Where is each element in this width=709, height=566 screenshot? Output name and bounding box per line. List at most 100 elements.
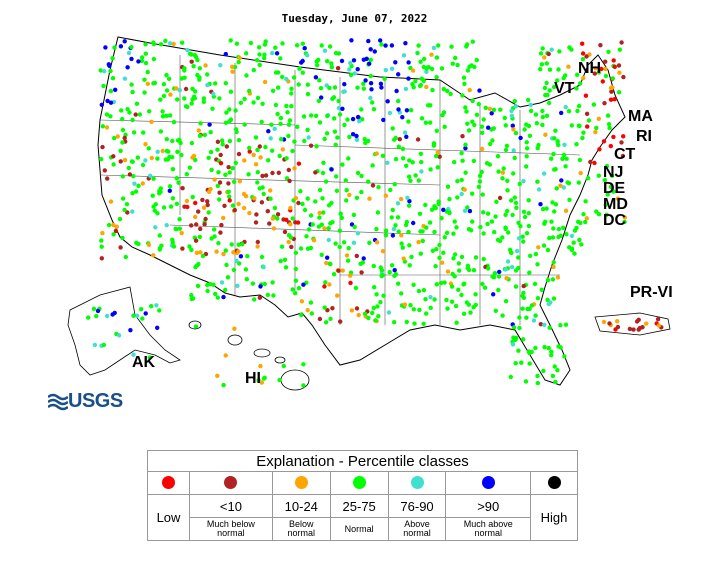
gauge-dot (211, 91, 216, 97)
gauge-dot (459, 292, 464, 298)
gauge-dot (551, 84, 557, 90)
gauge-dot (549, 219, 554, 224)
gauge-dot (170, 196, 176, 201)
gauge-dot (441, 110, 447, 115)
gauge-dot (368, 57, 373, 63)
usgs-wave-icon (48, 393, 68, 410)
gauge-dot (533, 313, 538, 318)
gauge-dot (251, 100, 256, 105)
gauge-dot (452, 219, 457, 224)
gauge-dot (287, 118, 293, 123)
gauge-dot (134, 313, 140, 318)
gauge-dot (383, 233, 389, 238)
gauge-dot (396, 281, 401, 286)
gauge-dot (569, 233, 575, 239)
gauge-dot (350, 116, 356, 122)
gauge-dot (407, 199, 412, 204)
gauge-dot (236, 242, 241, 247)
gauge-dot (300, 41, 305, 46)
gauge-dot (301, 114, 307, 119)
gauge-dot (105, 98, 110, 104)
gauge-dot (301, 383, 306, 388)
gauge-dot (270, 216, 276, 221)
gauge-dot (103, 45, 108, 50)
gauge-dot (342, 122, 347, 128)
gauge-dot (177, 217, 182, 222)
gauge-dot (104, 313, 110, 319)
gauge-dot (240, 242, 245, 247)
gauge-dot (476, 184, 482, 189)
gauge-dot (503, 123, 508, 128)
gauge-dot (275, 212, 281, 217)
gauge-dot (237, 55, 242, 61)
gauge-dot (379, 42, 384, 47)
gauge-dot (552, 136, 557, 141)
gauge-dot (295, 220, 301, 225)
gauge-dot (505, 188, 510, 193)
gauge-dot (393, 157, 399, 162)
gauge-dot (157, 233, 162, 238)
gauge-dot (98, 68, 103, 73)
gauge-dot (143, 142, 148, 147)
gauge-dot (255, 239, 260, 245)
gauge-dot (316, 57, 321, 63)
gauge-dot (497, 195, 503, 201)
gauge-dot (370, 163, 375, 168)
gauge-dot (549, 353, 554, 358)
gauge-dot (604, 163, 610, 169)
gauge-dot (503, 226, 508, 231)
gauge-dot (137, 112, 143, 117)
gauge-dot (522, 214, 528, 220)
gauge-dot (371, 263, 376, 269)
gauge-dot (571, 240, 576, 245)
gauge-dot (451, 231, 456, 236)
gauge-dot (243, 194, 249, 199)
gauge-dot (552, 364, 557, 369)
gauge-dot (346, 246, 351, 251)
gauge-dot (558, 183, 563, 188)
gauge-dot (615, 319, 620, 324)
gauge-dot (351, 240, 357, 245)
gauge-dot (380, 249, 386, 254)
gauge-dot (154, 303, 159, 308)
gauge-dot (604, 212, 609, 217)
gauge-dot (189, 293, 194, 298)
gauge-dot (611, 58, 616, 63)
gauge-dot (111, 154, 116, 159)
gauge-dot (221, 294, 226, 300)
gauge-dot (291, 75, 297, 80)
legend-dot-low (162, 476, 175, 490)
gauge-dot (349, 38, 354, 43)
gauge-dot (538, 202, 543, 207)
gauge-dot (449, 299, 455, 304)
gauge-dot (361, 86, 366, 91)
gauge-dot (423, 297, 428, 302)
gauge-dot (238, 254, 244, 259)
gauge-dot (461, 311, 467, 316)
gauge-dot (227, 198, 232, 203)
gauge-dot (350, 132, 356, 137)
gauge-dot (401, 53, 407, 58)
gauge-dot (108, 68, 113, 74)
gauge-dot (505, 259, 511, 264)
gauge-dot (465, 121, 470, 126)
gauge-dot (355, 85, 360, 90)
gauge-dot (413, 173, 418, 178)
gauge-dot (164, 137, 169, 142)
gauge-dot (388, 187, 393, 193)
gauge-dot (217, 190, 222, 195)
gauge-dot (442, 124, 447, 129)
gauge-dot (236, 249, 241, 254)
gauge-dot (293, 250, 299, 255)
gauge-dot (170, 167, 176, 172)
gauge-dot (106, 222, 112, 228)
gauge-dot (397, 137, 402, 142)
gauge-dot (269, 122, 274, 127)
gauge-dot (190, 194, 195, 200)
gauge-dot (117, 216, 123, 222)
gauge-dot (510, 212, 515, 218)
gauge-dot (129, 56, 134, 62)
gauge-dot (194, 250, 200, 255)
gauge-dot (189, 140, 195, 146)
gauge-dot (379, 85, 384, 90)
